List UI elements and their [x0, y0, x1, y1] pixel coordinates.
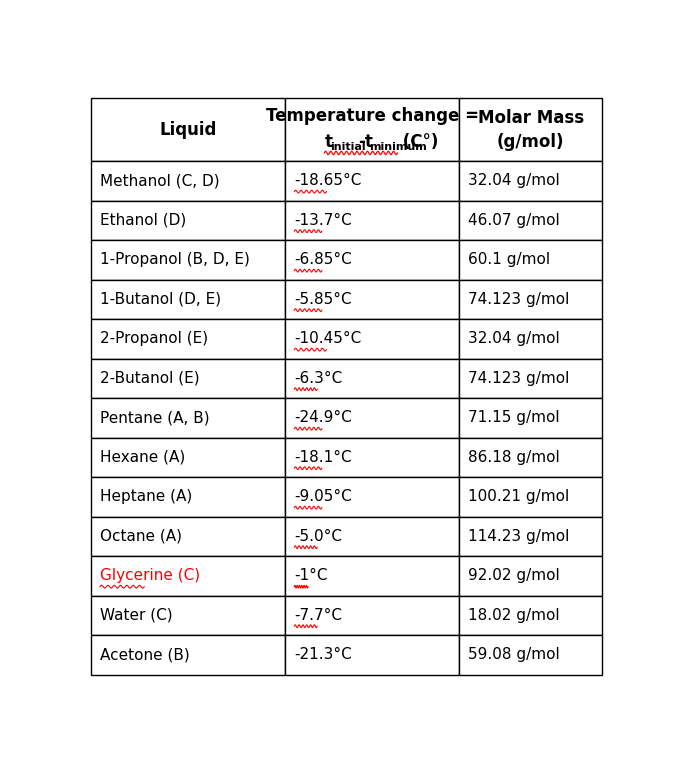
Text: (C°): (C°)	[397, 133, 439, 151]
Text: -24.9°C: -24.9°C	[294, 410, 352, 425]
Text: -18.1°C: -18.1°C	[294, 450, 352, 465]
Bar	[459, 98, 602, 161]
Bar	[91, 319, 285, 359]
Bar	[459, 240, 602, 280]
Text: -6.85°C: -6.85°C	[294, 252, 352, 267]
Text: -5.0°C: -5.0°C	[294, 529, 342, 544]
Text: 74.123 g/mol: 74.123 g/mol	[468, 371, 570, 386]
Bar	[91, 438, 285, 477]
Text: 114.23 g/mol: 114.23 g/mol	[468, 529, 570, 544]
Text: 1-Butanol (D, E): 1-Butanol (D, E)	[100, 292, 221, 307]
Bar	[91, 596, 285, 635]
Text: t: t	[324, 133, 333, 151]
Text: Temperature change =: Temperature change =	[266, 106, 479, 125]
Bar	[91, 359, 285, 398]
Bar	[91, 398, 285, 438]
Text: Liquid: Liquid	[159, 121, 216, 138]
Bar	[285, 319, 459, 359]
Text: Hexane (A): Hexane (A)	[100, 450, 185, 465]
Text: Molar Mass: Molar Mass	[477, 109, 583, 127]
Text: Ethanol (D): Ethanol (D)	[100, 213, 187, 228]
Bar	[285, 161, 459, 200]
Bar	[285, 556, 459, 596]
Bar	[459, 200, 602, 240]
Text: -7.7°C: -7.7°C	[294, 608, 342, 623]
Bar	[91, 556, 285, 596]
Bar	[459, 596, 602, 635]
Bar	[459, 438, 602, 477]
Text: Pentane (A, B): Pentane (A, B)	[100, 410, 210, 425]
Bar	[285, 516, 459, 556]
Text: Methanol (C, D): Methanol (C, D)	[100, 174, 220, 188]
Text: Octane (A): Octane (A)	[100, 529, 182, 544]
Text: 71.15 g/mol: 71.15 g/mol	[468, 410, 560, 425]
Bar	[459, 161, 602, 200]
Bar	[285, 398, 459, 438]
Text: 74.123 g/mol: 74.123 g/mol	[468, 292, 570, 307]
Bar	[91, 635, 285, 675]
Text: 1-Propanol (B, D, E): 1-Propanol (B, D, E)	[100, 252, 250, 267]
Text: 46.07 g/mol: 46.07 g/mol	[468, 213, 560, 228]
Text: -9.05°C: -9.05°C	[294, 490, 352, 504]
Text: 18.02 g/mol: 18.02 g/mol	[468, 608, 560, 623]
Bar	[285, 635, 459, 675]
Bar	[459, 280, 602, 319]
Text: -t: -t	[358, 133, 373, 151]
Bar	[285, 596, 459, 635]
Text: -6.3°C: -6.3°C	[294, 371, 343, 386]
Text: Glycerine (C): Glycerine (C)	[100, 568, 200, 584]
Bar	[459, 477, 602, 516]
Bar	[459, 398, 602, 438]
Text: 92.02 g/mol: 92.02 g/mol	[468, 568, 560, 584]
Text: -10.45°C: -10.45°C	[294, 331, 362, 347]
Bar	[459, 556, 602, 596]
Bar	[285, 477, 459, 516]
Text: 32.04 g/mol: 32.04 g/mol	[468, 331, 560, 347]
Bar	[91, 98, 285, 161]
Text: Acetone (B): Acetone (B)	[100, 647, 190, 662]
Bar	[285, 98, 459, 161]
Bar	[285, 200, 459, 240]
Bar	[285, 280, 459, 319]
Text: 60.1 g/mol: 60.1 g/mol	[468, 252, 550, 267]
Text: Water (C): Water (C)	[100, 608, 172, 623]
Bar	[91, 280, 285, 319]
Bar	[91, 516, 285, 556]
Text: 32.04 g/mol: 32.04 g/mol	[468, 174, 560, 188]
Bar	[91, 200, 285, 240]
Text: -18.65°C: -18.65°C	[294, 174, 362, 188]
Bar	[285, 359, 459, 398]
Bar	[91, 477, 285, 516]
Bar	[459, 635, 602, 675]
Text: -21.3°C: -21.3°C	[294, 647, 352, 662]
Text: Heptane (A): Heptane (A)	[100, 490, 192, 504]
Text: 86.18 g/mol: 86.18 g/mol	[468, 450, 560, 465]
Text: initial: initial	[330, 142, 366, 151]
Bar	[459, 516, 602, 556]
Text: (g/mol): (g/mol)	[497, 133, 564, 151]
Text: 100.21 g/mol: 100.21 g/mol	[468, 490, 570, 504]
Text: -13.7°C: -13.7°C	[294, 213, 352, 228]
Bar	[91, 161, 285, 200]
Text: 59.08 g/mol: 59.08 g/mol	[468, 647, 560, 662]
Bar	[459, 319, 602, 359]
Bar	[285, 438, 459, 477]
Text: -1°C: -1°C	[294, 568, 328, 584]
Text: -5.85°C: -5.85°C	[294, 292, 352, 307]
Bar	[91, 240, 285, 280]
Text: minimum: minimum	[369, 142, 427, 151]
Text: 2-Propanol (E): 2-Propanol (E)	[100, 331, 208, 347]
Text: 2-Butanol (E): 2-Butanol (E)	[100, 371, 199, 386]
Bar	[459, 359, 602, 398]
Bar	[285, 240, 459, 280]
